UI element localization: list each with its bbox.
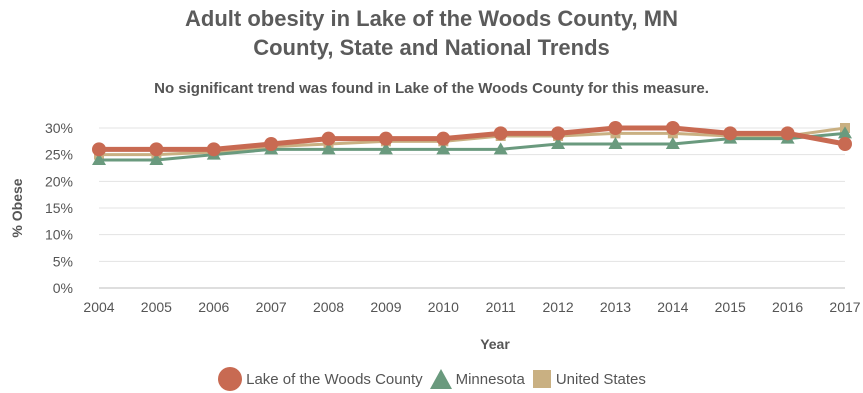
data-point-minnesota[interactable]	[838, 126, 852, 139]
x-tick-label: 2008	[313, 299, 344, 315]
data-point-lake-of-the-woods-county[interactable]	[780, 126, 795, 141]
x-tick-label: 2017	[829, 299, 860, 315]
legend-item-united-states[interactable]: United States	[531, 368, 646, 390]
data-point-lake-of-the-woods-county[interactable]	[378, 131, 393, 146]
circle-marker-icon	[218, 367, 243, 391]
data-point-minnesota[interactable]	[551, 137, 566, 149]
x-tick-label: 2006	[198, 299, 229, 315]
x-axis-title: Year	[480, 336, 510, 352]
legend-label-county: Lake of the Woods County	[246, 370, 423, 388]
square-marker-icon	[532, 370, 551, 388]
data-point-lake-of-the-woods-county[interactable]	[149, 142, 164, 157]
data-point-minnesota[interactable]	[493, 142, 508, 155]
data-point-lake-of-the-woods-county[interactable]	[608, 121, 623, 135]
x-tick-label: 2015	[715, 299, 746, 315]
y-tick-label: 10%	[45, 227, 73, 243]
legend-item-county[interactable]: Lake of the Woods County	[217, 366, 423, 392]
data-point-lake-of-the-woods-county[interactable]	[723, 126, 738, 141]
chart-legend: Lake of the Woods County Minnesota Unite…	[0, 366, 863, 392]
data-point-lake-of-the-woods-county[interactable]	[436, 131, 451, 146]
legend-label-minnesota: Minnesota	[455, 370, 525, 388]
chart-title-line1: Adult obesity in Lake of the Woods Count…	[185, 6, 678, 31]
legend-label-united-states: United States	[555, 370, 646, 388]
x-tick-label: 2013	[600, 299, 631, 315]
data-point-minnesota[interactable]	[92, 153, 106, 165]
x-tick-label: 2009	[370, 299, 401, 315]
x-tick-label: 2014	[657, 299, 688, 315]
data-point-lake-of-the-woods-county[interactable]	[493, 126, 508, 141]
x-tick-label: 2010	[428, 299, 459, 315]
data-point-lake-of-the-woods-county[interactable]	[321, 131, 336, 146]
y-tick-label: 15%	[45, 200, 73, 216]
series-line-minnesota	[99, 131, 846, 162]
data-point-minnesota[interactable]	[436, 142, 451, 155]
chart-title-line2: County, State and National Trends	[253, 35, 610, 60]
data-point-minnesota[interactable]	[149, 153, 164, 165]
y-axis-title: % Obese	[9, 178, 25, 237]
x-tick-label: 2004	[83, 299, 114, 315]
data-point-lake-of-the-woods-county[interactable]	[551, 126, 566, 141]
data-point-minnesota[interactable]	[378, 142, 393, 155]
y-tick-label: 25%	[45, 147, 73, 163]
y-tick-label: 5%	[53, 253, 73, 269]
data-point-lake-of-the-woods-county[interactable]	[838, 137, 852, 151]
data-point-lake-of-the-woods-county[interactable]	[206, 142, 221, 157]
data-point-lake-of-the-woods-county[interactable]	[92, 142, 106, 157]
x-tick-label: 2005	[141, 299, 172, 315]
data-point-minnesota[interactable]	[321, 142, 336, 155]
y-tick-label: 20%	[45, 173, 73, 189]
x-tick-label: 2007	[256, 299, 287, 315]
x-tick-label: 2016	[772, 299, 803, 315]
triangle-marker-icon	[429, 369, 452, 389]
data-point-lake-of-the-woods-county[interactable]	[264, 137, 279, 151]
series-line-lake-of-the-woods-county	[99, 125, 846, 152]
data-point-minnesota[interactable]	[665, 137, 680, 149]
x-tick-label: 2011	[486, 299, 516, 315]
data-point-lake-of-the-woods-county[interactable]	[665, 121, 680, 135]
legend-item-minnesota[interactable]: Minnesota	[429, 368, 525, 390]
chart-subtitle: No significant trend was found in Lake o…	[154, 80, 709, 97]
y-tick-label: 30%	[45, 120, 73, 136]
y-tick-label: 0%	[53, 280, 73, 296]
x-tick-label: 2012	[542, 299, 573, 315]
data-point-minnesota[interactable]	[608, 137, 623, 149]
series-line-united-states	[99, 126, 846, 157]
